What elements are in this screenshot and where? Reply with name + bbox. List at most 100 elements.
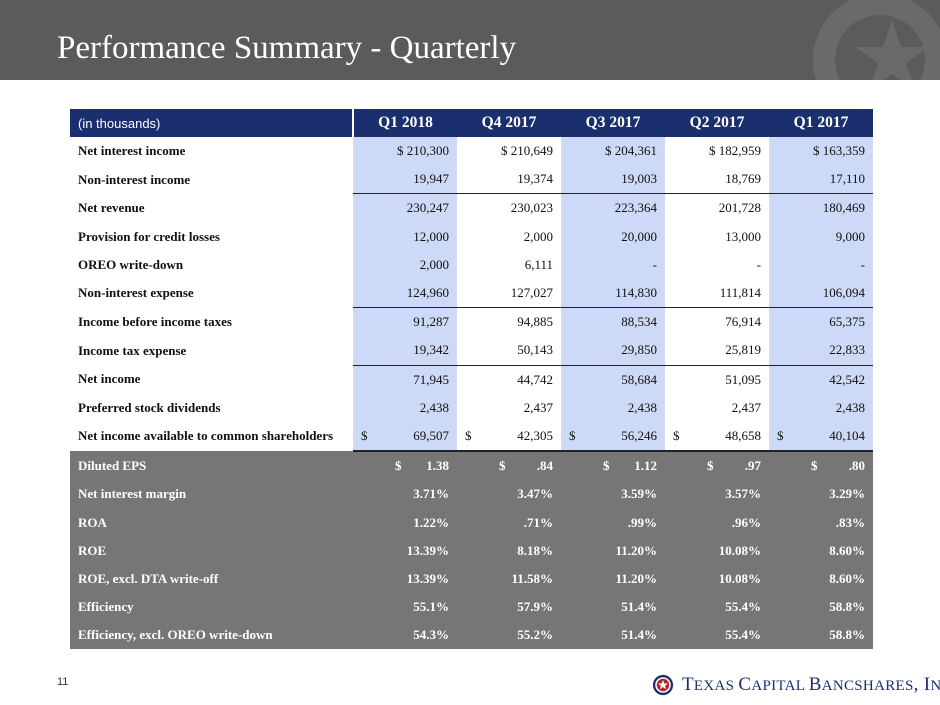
value-cell: .71% <box>457 508 561 537</box>
value-cell: .96% <box>665 508 769 537</box>
table-row: ROE, excl. DTA write-off 13.39% 11.58% 11.2… <box>70 564 873 593</box>
value-cell: 13.39% <box>353 564 457 593</box>
value-cell: 12,000 <box>353 222 457 251</box>
amount: 56,246 <box>621 427 657 443</box>
value-cell: 3.59% <box>561 480 665 509</box>
row-label: Preferred stock dividends <box>78 399 221 415</box>
value-cell: 2,437 <box>731 399 761 415</box>
table-row: Net revenue 230,247 230,023 223,364 201,728 1… <box>70 193 873 223</box>
currency-symbol: $ <box>395 458 402 474</box>
table-row: Net interest margin 3.71% 3.47% 3.59% 3.57% 3… <box>70 480 873 509</box>
value-cell: 13.39% <box>353 536 457 565</box>
row-label: Income before income taxes <box>78 313 232 329</box>
table-row: Non-interest income 19,947 19,374 19,003 18,… <box>70 165 873 194</box>
value-cell: 51.4% <box>561 593 665 622</box>
value-cell: 19,342 <box>353 336 457 365</box>
value-cell: - <box>756 256 761 272</box>
value-cell: 18,769 <box>725 171 761 187</box>
value-cell: 25,819 <box>725 342 761 358</box>
unit-label: (in thousands) <box>70 109 353 137</box>
column-header: Q2 2017 <box>665 109 769 137</box>
amount: 69,507 <box>413 427 449 443</box>
page-number: 11 <box>57 676 69 688</box>
logo-text: TEXAS CAPITAL BANCSHARES, INC. <box>682 674 940 695</box>
amount: .80 <box>848 458 865 474</box>
value-cell: 3.47% <box>457 480 561 509</box>
row-label: Non-interest income <box>78 171 191 187</box>
row-label: Net income <box>78 371 141 387</box>
value-cell: 22,833 <box>769 336 873 365</box>
value-cell: 180,469 <box>769 193 873 223</box>
currency-symbol: $ <box>811 458 818 474</box>
column-header: Q4 2017 <box>457 109 561 137</box>
value-cell: 11.58% <box>457 564 561 593</box>
value-cell: 230,247 <box>353 193 457 223</box>
table-row: Efficiency 55.1% 57.9% 51.4% 55.4% 58.8% <box>70 593 873 622</box>
value-cell: 114,830 <box>561 278 665 308</box>
row-label: Income tax expense <box>78 342 187 358</box>
value-cell: 10.08% <box>665 564 769 593</box>
value-cell: $ 204,361 <box>561 137 665 166</box>
row-label: ROE, excl. DTA write-off <box>70 564 353 593</box>
value-cell: 2,438 <box>769 393 873 422</box>
value-cell: 8.60% <box>769 564 873 593</box>
value-cell: 55.4% <box>665 621 769 650</box>
value-cell: 223,364 <box>561 193 665 223</box>
value-cell: 2,000 <box>353 250 457 279</box>
column-header: Q1 2018 <box>352 109 457 137</box>
value-cell: 88,534 <box>561 307 665 337</box>
column-header: Q3 2017 <box>561 109 665 137</box>
value-cell: 44,742 <box>457 364 561 394</box>
performance-table: (in thousands) Q1 2018 Q4 2017 Q3 2017 Q… <box>70 109 873 650</box>
value-cell: 17,110 <box>769 165 873 194</box>
value-cell: 19,003 <box>561 165 665 194</box>
value-cell: 50,143 <box>517 342 553 358</box>
value-cell: 3.57% <box>665 480 769 509</box>
star-logo-icon <box>652 674 674 696</box>
value-cell: 51.4% <box>561 621 665 650</box>
company-logo: TEXAS CAPITAL BANCSHARES, INC. <box>652 672 940 698</box>
column-header: Q1 2017 <box>769 109 873 137</box>
page-title: Performance Summary - Quarterly <box>57 30 517 66</box>
row-label: ROE <box>70 536 353 565</box>
value-cell: 55.2% <box>457 621 561 650</box>
value-cell: 2,438 <box>353 393 457 422</box>
value-cell: 10.08% <box>665 536 769 565</box>
value-cell: 65,375 <box>769 307 873 337</box>
amount: 40,104 <box>829 427 865 443</box>
value-cell: 2,438 <box>561 393 665 422</box>
row-label: Net interest income <box>78 143 186 159</box>
value-cell: 2,000 <box>523 228 553 244</box>
header-bar: Performance Summary - Quarterly <box>0 0 940 80</box>
table-row: ROA 1.22% .71% .99% .96% .83% <box>70 508 873 537</box>
value-cell: $40,104 <box>769 421 873 453</box>
table-row: Preferred stock dividends 2,438 2,437 2,438… <box>70 393 873 422</box>
table-row: Net income 71,945 44,742 58,684 51,095 42,542 <box>70 364 873 394</box>
value-cell: 55.1% <box>353 593 457 622</box>
amount: 1.38 <box>426 458 449 474</box>
value-cell: $ .97 <box>665 451 769 481</box>
value-cell: 51,095 <box>665 364 769 394</box>
value-cell: 29,850 <box>561 336 665 365</box>
currency-symbol: $ <box>603 458 610 474</box>
value-cell: 19,947 <box>353 165 457 194</box>
currency-symbol: $ <box>465 427 472 443</box>
row-label: ROA <box>70 508 353 537</box>
value-cell: $ .84 <box>457 451 561 481</box>
value-cell: - <box>561 250 665 279</box>
value-cell: - <box>769 250 873 279</box>
value-cell: 58,684 <box>561 364 665 394</box>
currency-symbol: $ <box>707 458 714 474</box>
amount: 48,658 <box>725 427 761 443</box>
value-cell: 8.18% <box>457 536 561 565</box>
table-header-row: (in thousands) Q1 2018 Q4 2017 Q3 2017 Q… <box>70 109 873 137</box>
row-label: Net interest margin <box>70 480 353 509</box>
value-cell: $ 210,300 <box>353 137 457 166</box>
row-label: Non-interest expense <box>78 285 194 301</box>
value-cell: 20,000 <box>561 222 665 251</box>
value-cell: 11.20% <box>561 564 665 593</box>
value-cell: 111,814 <box>719 285 761 301</box>
value-cell: $ 210,649 <box>501 143 553 159</box>
amount: .84 <box>536 458 553 474</box>
currency-symbol: $ <box>361 427 368 443</box>
